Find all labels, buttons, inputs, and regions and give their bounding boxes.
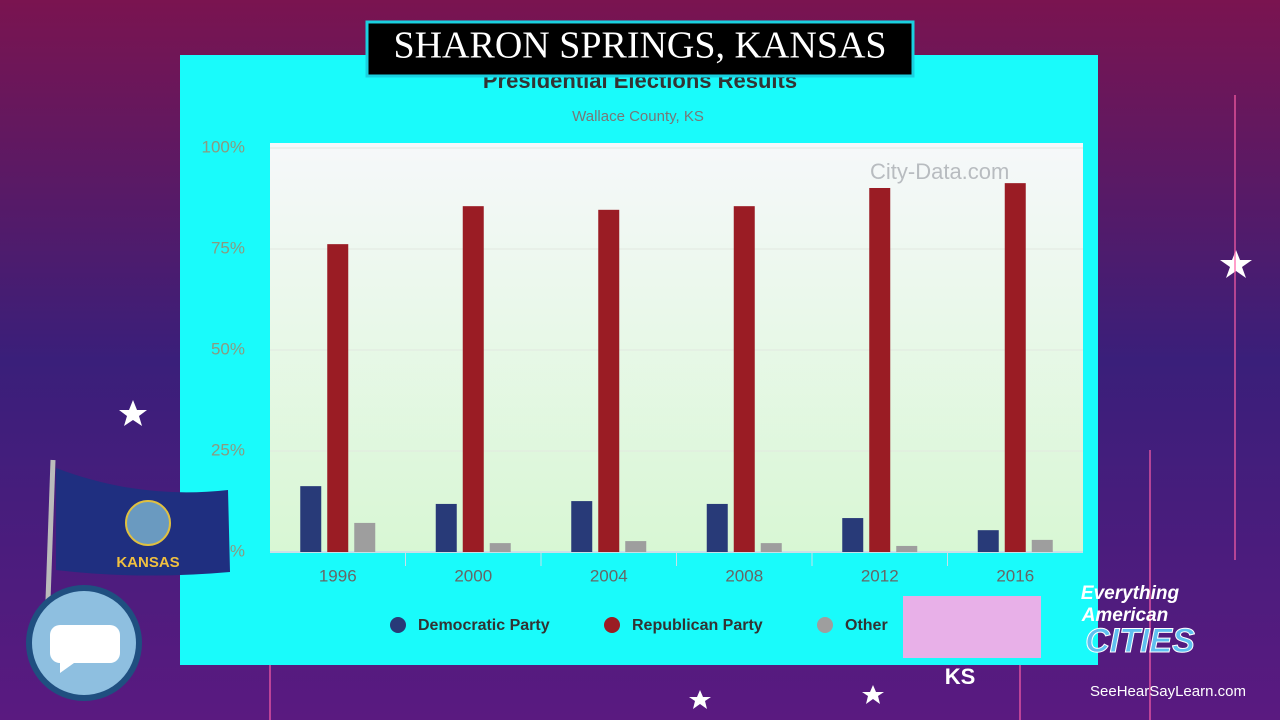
- x-tick-label: 2008: [725, 566, 763, 585]
- x-tick-label: 2016: [996, 566, 1034, 585]
- bar: [327, 244, 349, 553]
- plot-area: [270, 143, 1083, 552]
- brand-line: Everything: [1081, 583, 1180, 604]
- bar: [1031, 539, 1053, 552]
- flag-seal: [125, 500, 171, 546]
- bar: [733, 206, 755, 552]
- bar: [869, 187, 891, 552]
- y-tick-label: 75%: [211, 238, 245, 257]
- chart-subtitle: Wallace County, KS: [572, 108, 704, 125]
- bar: [598, 209, 620, 552]
- bar: [625, 541, 647, 552]
- bar: [896, 545, 918, 552]
- bar: [571, 501, 593, 552]
- x-tick-label: 2004: [590, 566, 628, 585]
- flag-pole: [45, 459, 56, 601]
- brand-line: American: [1081, 605, 1169, 626]
- bar: [300, 486, 322, 552]
- y-tick-label: 100%: [202, 137, 245, 156]
- bar: [354, 522, 376, 552]
- legend-label: Other: [845, 617, 888, 634]
- map-label: KS: [945, 664, 976, 689]
- bar: [706, 503, 728, 552]
- watermark: City-Data.com: [870, 159, 1009, 184]
- bar: [760, 543, 782, 552]
- ks-map: [903, 596, 1041, 658]
- bar: [489, 543, 511, 552]
- bar: [977, 530, 999, 552]
- light-streaks: [269, 95, 1236, 720]
- banner-box: [365, 20, 915, 78]
- legend-swatch: [604, 617, 620, 633]
- legend-label: Democratic Party: [418, 617, 550, 634]
- legend-swatch: [817, 617, 833, 633]
- y-tick-label: 50%: [211, 339, 245, 358]
- brand-line: CITIES: [1085, 622, 1195, 660]
- bar: [435, 503, 457, 552]
- flag-text: KANSAS: [116, 554, 179, 571]
- legend-label: Republican Party: [632, 617, 763, 634]
- x-tick-label: 2000: [454, 566, 492, 585]
- banner-title: SHARON SPRINGS, KANSAS: [393, 25, 886, 67]
- legend-swatch: [390, 617, 406, 633]
- bar: [1004, 183, 1026, 552]
- brand-site: SeeHearSayLearn.com: [1090, 683, 1246, 700]
- chart: 0%25%50%75%100%1996 2000 2004 2008 2012 2016D…: [202, 137, 1083, 634]
- bar: [842, 518, 864, 552]
- x-tick-label: 1996: [319, 566, 357, 585]
- bar: [462, 206, 484, 552]
- x-tick-label: 2012: [861, 566, 899, 585]
- chat-icon: [50, 625, 120, 673]
- y-tick-label: 25%: [211, 440, 245, 459]
